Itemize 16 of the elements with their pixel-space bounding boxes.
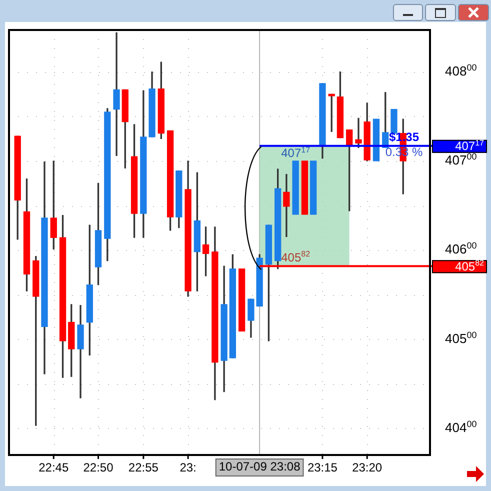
candlestick — [292, 160, 299, 215]
candlestick — [355, 118, 362, 148]
x-tick-label: 22:55 — [128, 460, 159, 474]
candlestick — [310, 160, 317, 215]
candlestick — [238, 268, 246, 332]
x-tick-label: 23:20 — [352, 460, 382, 474]
candlestick — [372, 118, 380, 162]
candlestick — [301, 160, 308, 215]
candlestick — [283, 174, 290, 238]
x-tick-label: 22:50 — [83, 460, 114, 474]
x-tick-label: 23:15 — [307, 460, 338, 474]
candlestick — [390, 108, 398, 134]
candlestick — [113, 32, 120, 156]
ref-line-label: 10-07-09 23:08 — [218, 459, 301, 474]
x-tick-label: 23: — [180, 460, 196, 474]
x-tick-label: 22:45 — [38, 460, 69, 474]
